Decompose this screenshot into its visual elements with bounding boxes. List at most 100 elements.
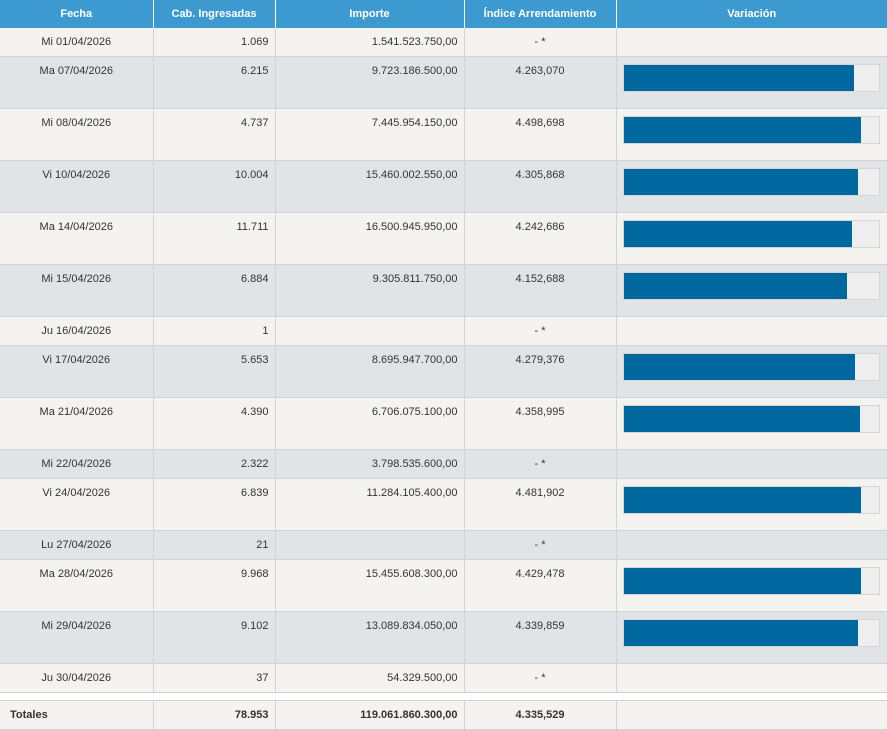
cell-cabezas: 4.390 [153, 397, 276, 450]
header-importe[interactable]: Importe [275, 0, 465, 28]
cell-fecha: Ma 21/04/2026 [0, 397, 154, 450]
cell-variacion [616, 212, 887, 265]
cell-fecha: Ju 30/04/2026 [0, 663, 154, 693]
cell-fecha: Ma 14/04/2026 [0, 212, 154, 265]
cell-fecha: Ju 16/04/2026 [0, 316, 154, 346]
header-cabezas[interactable]: Cab. Ingresadas [153, 0, 276, 28]
table-body: Mi 01/04/2026 1.069 1.541.523.750,00- * Ma … [0, 28, 887, 693]
variacion-bar-fill [623, 487, 862, 513]
table-row: Ma 07/04/2026 6.215 9.723.186.500,00 4.263,… [0, 56, 887, 109]
header-fecha[interactable]: Fecha [0, 0, 154, 28]
cell-cabezas: 6.839 [153, 478, 276, 531]
cell-indice: - * [464, 316, 617, 346]
cell-variacion [616, 559, 887, 612]
cell-fecha: Mi 15/04/2026 [0, 264, 154, 317]
variacion-bar-fill [623, 620, 858, 646]
cell-importe [275, 316, 465, 346]
variacion-bar [622, 486, 880, 514]
cell-indice: - * [464, 663, 617, 693]
totals-variacion [616, 700, 887, 730]
cell-variacion [616, 264, 887, 317]
variacion-bar [622, 64, 880, 92]
totals-label: Totales [0, 700, 154, 730]
variacion-bar-fill [623, 406, 860, 432]
cell-cabezas: 4.737 [153, 108, 276, 161]
table-row: Lu 27/04/2026 21 - * [0, 530, 887, 560]
cell-importe [275, 530, 465, 560]
cell-indice: 4.263,070 [464, 56, 617, 109]
cell-fecha: Mi 08/04/2026 [0, 108, 154, 161]
table-row: Mi 08/04/2026 4.737 7.445.954.150,00 4.498,… [0, 108, 887, 161]
table-row: Ju 30/04/2026 37 54.329.500,00- * [0, 663, 887, 693]
cell-indice: - * [464, 28, 617, 57]
table-row: Mi 29/04/2026 9.102 13.089.834.050,00 4.339… [0, 611, 887, 664]
cell-cabezas: 11.711 [153, 212, 276, 265]
variacion-bar-fill [623, 273, 847, 299]
table-row: Vi 17/04/2026 5.653 8.695.947.700,00 4.279,… [0, 345, 887, 398]
cell-variacion [616, 611, 887, 664]
table-row: Vi 10/04/2026 10.004 15.460.002.550,00 4.30… [0, 160, 887, 213]
cell-importe: 9.305.811.750,00 [275, 264, 465, 317]
cell-indice: 4.358,995 [464, 397, 617, 450]
variacion-bar-fill [623, 169, 858, 195]
cell-importe: 1.541.523.750,00 [275, 28, 465, 57]
cell-variacion [616, 108, 887, 161]
cell-importe: 54.329.500,00 [275, 663, 465, 693]
cell-importe: 3.798.535.600,00 [275, 449, 465, 479]
variacion-bar [622, 272, 880, 300]
table-row: Ma 28/04/2026 9.968 15.455.608.300,00 4.429… [0, 559, 887, 612]
cell-variacion [616, 449, 887, 479]
cell-variacion [616, 160, 887, 213]
cell-cabezas: 9.968 [153, 559, 276, 612]
cell-variacion [616, 316, 887, 346]
variacion-bar [622, 220, 880, 248]
table-row: Vi 24/04/2026 6.839 11.284.105.400,00 4.481… [0, 478, 887, 531]
variacion-bar [622, 168, 880, 196]
cell-cabezas: 10.004 [153, 160, 276, 213]
cell-cabezas: 6.215 [153, 56, 276, 109]
cell-variacion [616, 397, 887, 450]
cell-indice: 4.305,868 [464, 160, 617, 213]
cell-importe: 13.089.834.050,00 [275, 611, 465, 664]
cell-indice: 4.498,698 [464, 108, 617, 161]
cell-cabezas: 1 [153, 316, 276, 346]
cell-importe: 15.455.608.300,00 [275, 559, 465, 612]
totals-cabezas: 78.953 [153, 700, 276, 730]
cell-variacion [616, 530, 887, 560]
variacion-bar [622, 405, 880, 433]
table-row: Mi 22/04/2026 2.322 3.798.535.600,00- * [0, 449, 887, 479]
cell-fecha: Mi 01/04/2026 [0, 28, 154, 57]
cell-indice: 4.481,902 [464, 478, 617, 531]
variacion-bar-fill [623, 221, 853, 247]
cell-variacion [616, 478, 887, 531]
cell-importe: 9.723.186.500,00 [275, 56, 465, 109]
table-row: Ma 14/04/2026 11.711 16.500.945.950,00 4.24… [0, 212, 887, 265]
cell-importe: 8.695.947.700,00 [275, 345, 465, 398]
cell-fecha: Mi 29/04/2026 [0, 611, 154, 664]
cell-importe: 6.706.075.100,00 [275, 397, 465, 450]
cell-fecha: Ma 07/04/2026 [0, 56, 154, 109]
variacion-bar-fill [623, 354, 855, 380]
variacion-bar [622, 619, 880, 647]
cell-indice: 4.339,859 [464, 611, 617, 664]
cell-fecha: Ma 28/04/2026 [0, 559, 154, 612]
variacion-bar-fill [623, 65, 855, 91]
header-indice[interactable]: Índice Arrendamiento [464, 0, 617, 28]
cell-importe: 7.445.954.150,00 [275, 108, 465, 161]
cell-variacion [616, 663, 887, 693]
cell-indice: - * [464, 449, 617, 479]
cell-cabezas: 5.653 [153, 345, 276, 398]
cell-importe: 15.460.002.550,00 [275, 160, 465, 213]
cell-cabezas: 21 [153, 530, 276, 560]
table-row: Ma 21/04/2026 4.390 6.706.075.100,00 4.358,… [0, 397, 887, 450]
table-row: Mi 01/04/2026 1.069 1.541.523.750,00- * [0, 28, 887, 57]
cell-indice: 4.152,688 [464, 264, 617, 317]
cell-indice: - * [464, 530, 617, 560]
cell-variacion [616, 345, 887, 398]
header-variacion[interactable]: Variación [616, 0, 887, 28]
cell-indice: 4.242,686 [464, 212, 617, 265]
header-row: Fecha Cab. Ingresadas Importe Índice Arr… [0, 0, 887, 28]
totals-importe: 119.061.860.300,00 [275, 700, 465, 730]
cell-cabezas: 2.322 [153, 449, 276, 479]
